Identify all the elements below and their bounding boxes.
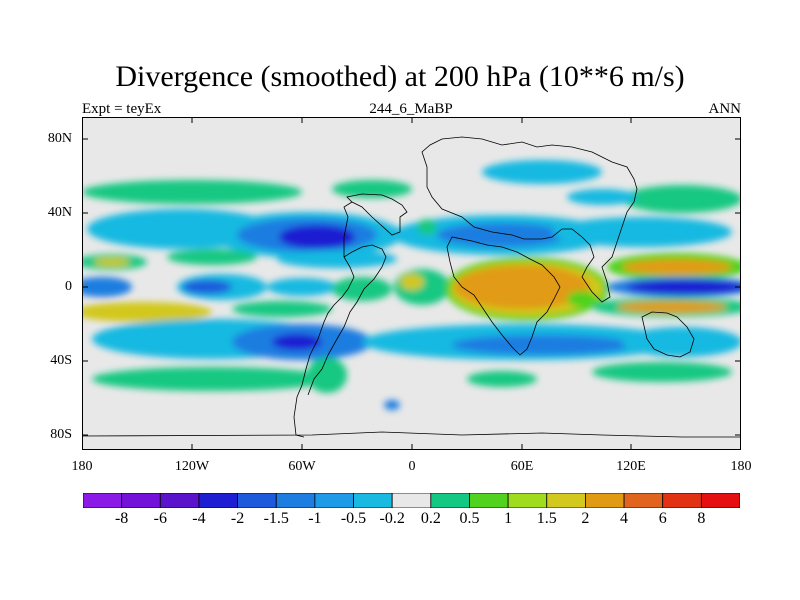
contour-region — [454, 265, 590, 309]
australia-outline — [641, 311, 695, 358]
lat-tick-label: 40N — [47, 205, 72, 220]
contour-region — [82, 180, 302, 204]
colorbar — [83, 493, 740, 508]
lat-tick-label: 0 — [65, 279, 72, 294]
contour-region — [567, 291, 597, 307]
colorbar-swatch — [430, 493, 470, 508]
colorbar-label: 6 — [658, 510, 667, 527]
colorbar-swatch — [469, 493, 509, 508]
colorbar-label: -1.5 — [263, 510, 289, 527]
colorbar-swatch — [83, 493, 123, 508]
contour-region — [232, 301, 332, 317]
contour-region — [279, 225, 355, 249]
south-america-outline — [293, 244, 387, 438]
contour-region — [332, 180, 412, 198]
lon-tick-label: 60W — [288, 459, 316, 474]
colorbar-swatch — [353, 493, 393, 508]
colorbar-label: 1.5 — [536, 510, 557, 527]
colorbar-swatch — [507, 493, 548, 508]
colorbar-label: 1 — [504, 510, 513, 527]
contour-region — [622, 327, 741, 357]
colorbar-swatch — [623, 493, 664, 508]
contour-region — [82, 277, 132, 297]
colorbar-swatch — [237, 493, 277, 508]
colorbar-label: -8 — [114, 510, 129, 527]
contour-region — [592, 362, 732, 382]
lat-tick-label: 40S — [50, 353, 72, 368]
contour-region — [452, 335, 632, 355]
contour-fills — [82, 160, 741, 410]
north-america-outline — [343, 201, 353, 257]
colorbar-swatch — [546, 493, 586, 508]
colorbar-swatch — [700, 493, 740, 508]
plot-title: Divergence (smoothed) at 200 hPa (10**6 … — [115, 60, 685, 93]
contour-region — [482, 160, 602, 184]
case-label: 244_6_MaBP — [369, 101, 453, 117]
contour-region — [417, 219, 437, 235]
season-label: ANN — [708, 101, 742, 117]
contour-region — [182, 280, 232, 294]
lon-tick-label: 120W — [174, 459, 210, 474]
colorbar-swatch — [585, 493, 625, 508]
colorbar-swatch — [662, 493, 702, 508]
divergence-map — [82, 117, 741, 450]
colorbar-label: 0.2 — [420, 510, 441, 527]
colorbar-swatch — [198, 493, 238, 508]
contour-region — [552, 217, 732, 247]
colorbar-label: -6 — [153, 510, 167, 527]
colorbar-swatch — [159, 493, 200, 508]
lon-tick-label: 0 — [408, 459, 416, 474]
contour-region — [437, 223, 567, 247]
colorbar-swatch — [391, 493, 432, 508]
lon-tick-label: 60E — [510, 459, 534, 474]
lon-ticks — [82, 117, 741, 450]
contour-region — [617, 301, 727, 313]
colorbar-swatch — [275, 493, 316, 508]
colorbar-label: -2 — [230, 510, 245, 527]
contour-region — [92, 367, 332, 391]
lat-tick-label: 80N — [47, 131, 72, 146]
contour-region — [622, 185, 741, 213]
colorbar-label: -1 — [308, 510, 322, 527]
contour-region — [627, 280, 741, 294]
continent-outlines — [82, 136, 741, 438]
contour-region — [467, 371, 537, 387]
colorbar-swatch — [121, 493, 161, 508]
lon-tick-label: 180 — [71, 459, 93, 474]
contour-region — [82, 302, 212, 322]
contour-region — [167, 249, 257, 265]
contour-region — [267, 278, 337, 296]
experiment-label: Expt = teyEx — [82, 101, 162, 117]
colorbar-label: -0.2 — [379, 510, 405, 527]
antarctica-outline — [82, 431, 741, 438]
lon-tick-label: 120E — [616, 459, 646, 474]
lat-tick-label: 80S — [50, 427, 72, 442]
colorbar-swatch — [314, 493, 354, 508]
contour-region — [307, 357, 347, 393]
lat-ticks — [82, 138, 741, 436]
africa-outline — [446, 236, 561, 356]
contour-region — [384, 400, 400, 410]
contour-region — [332, 277, 392, 301]
contour-region — [94, 258, 130, 266]
contour-region — [394, 269, 450, 305]
colorbar-label: 8 — [697, 510, 706, 527]
contour-region — [400, 274, 424, 290]
colorbar-label: 0.5 — [459, 510, 480, 527]
contour-region — [277, 250, 397, 268]
contour-region — [272, 334, 322, 350]
colorbar-label: 2 — [581, 510, 590, 527]
eurasia-outline — [421, 136, 638, 303]
colorbar-label: -4 — [192, 510, 206, 527]
contour-region — [567, 189, 637, 205]
colorbar-label: -0.5 — [340, 510, 367, 527]
colorbar-label: 4 — [620, 510, 629, 527]
contour-region — [622, 259, 732, 275]
lon-tick-label: 180 — [730, 459, 752, 474]
